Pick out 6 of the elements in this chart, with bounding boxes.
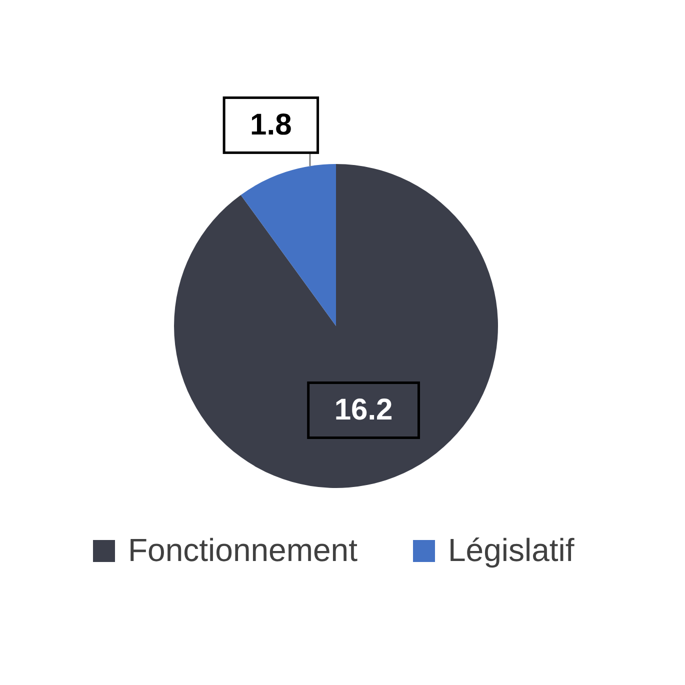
pie-slice: [174, 164, 498, 488]
data-label: 1.8: [250, 108, 292, 142]
legend-label: Législatif: [448, 532, 574, 568]
legend-label: Fonctionnement: [128, 532, 358, 568]
data-label: 16.2: [334, 394, 393, 427]
pie-slice: [240, 164, 336, 326]
